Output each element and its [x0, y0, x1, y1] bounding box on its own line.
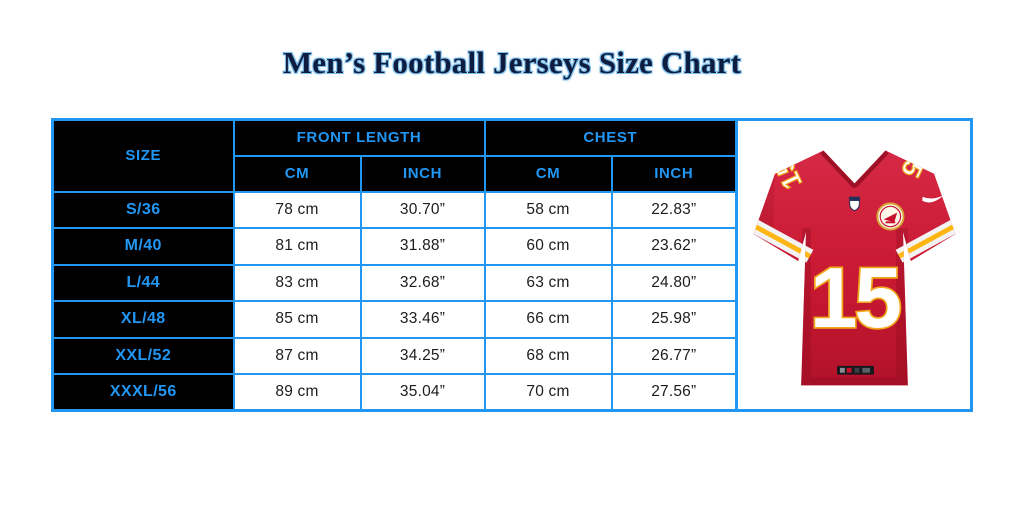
value-cell: 23.62”	[610, 227, 738, 266]
table-row: L/44 83 cm 32.68” 63 cm 24.80”	[51, 263, 738, 302]
value-cell: 83 cm	[232, 263, 362, 302]
table-row: XL/48 85 cm 33.46” 66 cm 25.98”	[51, 300, 738, 339]
value-cell: 33.46”	[359, 300, 486, 339]
table-row: S/36 78 cm 30.70” 58 cm 22.83”	[51, 190, 738, 229]
value-cell: 22.83”	[610, 190, 738, 229]
value-cell: 32.68”	[359, 263, 486, 302]
table-row: M/40 81 cm 31.88” 60 cm 23.62”	[51, 227, 738, 266]
table-row: XXL/52 87 cm 34.25” 68 cm 26.77”	[51, 336, 738, 375]
value-cell: 87 cm	[232, 336, 362, 375]
value-cell: 68 cm	[483, 336, 613, 375]
size-chart-board: SIZE FRONT LENGTH CHEST CM INCH CM INCH …	[51, 118, 973, 412]
value-cell: 31.88”	[359, 227, 486, 266]
table-header-row-groups: SIZE FRONT LENGTH CHEST	[51, 118, 738, 193]
nfl-shield-icon	[848, 196, 860, 212]
value-cell: 60 cm	[483, 227, 613, 266]
chest-header: CHEST	[483, 118, 738, 157]
size-cell: M/40	[51, 227, 235, 266]
size-cell: L/44	[51, 263, 235, 302]
front-length-cm-header: CM	[232, 154, 362, 193]
front-length-header: FRONT LENGTH	[232, 118, 486, 157]
value-cell: 81 cm	[232, 227, 362, 266]
size-cell: XXL/52	[51, 336, 235, 375]
chest-inch-header: INCH	[610, 154, 738, 193]
value-cell: 78 cm	[232, 190, 362, 229]
value-cell: 66 cm	[483, 300, 613, 339]
front-length-inch-header: INCH	[359, 154, 486, 193]
jersey-body	[753, 150, 955, 386]
size-cell: XXXL/56	[51, 373, 235, 412]
table-row: XXXL/56 89 cm 35.04” 70 cm 27.56”	[51, 373, 738, 412]
size-chart-table: SIZE FRONT LENGTH CHEST CM INCH CM INCH …	[51, 118, 739, 412]
hem-tag	[836, 365, 874, 375]
size-column-header: SIZE	[51, 118, 235, 193]
swoosh-icon	[921, 195, 944, 203]
size-cell: S/36	[51, 190, 235, 229]
value-cell: 26.77”	[610, 336, 738, 375]
value-cell: 85 cm	[232, 300, 362, 339]
jersey-image-panel: 15 15	[738, 118, 973, 412]
chest-cm-header: CM	[483, 154, 613, 193]
value-cell: 24.80”	[610, 263, 738, 302]
size-table-header: SIZE FRONT LENGTH CHEST CM INCH CM INCH	[51, 118, 738, 193]
table-header-row-units: CM INCH CM INCH	[53, 154, 738, 193]
value-cell: 30.70”	[359, 190, 486, 229]
page-title: Men’s Football Jerseys Size Chart	[282, 45, 742, 80]
value-cell: 63 cm	[483, 263, 613, 302]
value-cell: 27.56”	[610, 373, 738, 412]
size-cell: XL/48	[51, 300, 235, 339]
value-cell: 35.04”	[359, 373, 486, 412]
size-table-body: S/36 78 cm 30.70” 58 cm 22.83” M/40 81 cm 31.88…	[51, 190, 738, 412]
value-cell: 70 cm	[483, 373, 613, 412]
jersey-number: 15	[809, 251, 900, 346]
value-cell: 89 cm	[232, 373, 362, 412]
team-patch-icon	[875, 202, 904, 231]
value-cell: 25.98”	[610, 300, 738, 339]
value-cell: 58 cm	[483, 190, 613, 229]
jersey-image: 15 15	[753, 150, 955, 386]
sleeve-stripes	[753, 214, 955, 263]
value-cell: 34.25”	[359, 336, 486, 375]
